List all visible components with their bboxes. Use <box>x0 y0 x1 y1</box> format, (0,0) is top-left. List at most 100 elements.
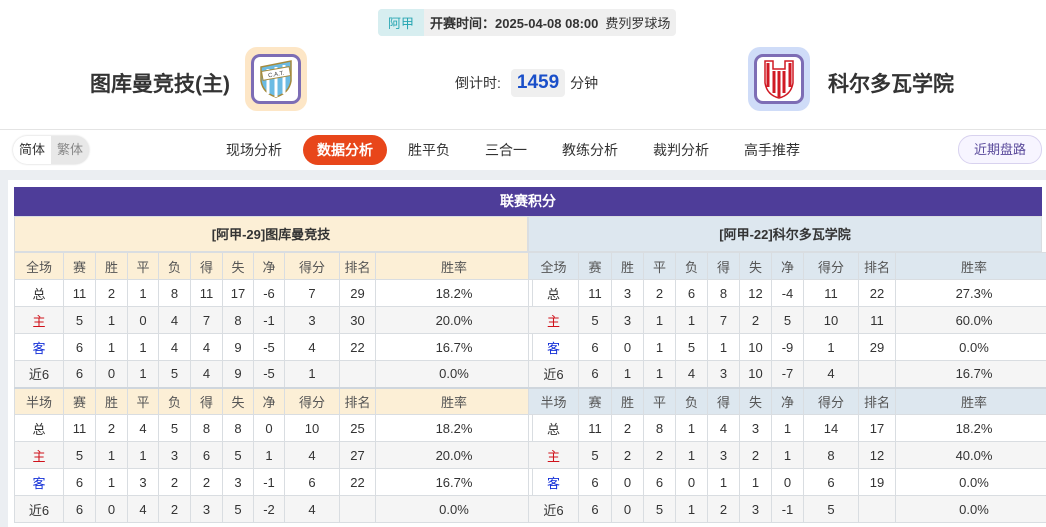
table-cell: 7 <box>707 306 740 334</box>
table-cell: 12 <box>858 441 896 469</box>
table-cell: 1 <box>675 441 708 469</box>
tab-3[interactable]: 胜平负 <box>408 142 450 158</box>
column-header: 失 <box>222 252 254 280</box>
table-cell <box>858 360 896 388</box>
table-cell: 0 <box>675 468 708 496</box>
table-cell: 4 <box>127 414 159 442</box>
table-cell: 1 <box>643 333 676 361</box>
table-cell: -7 <box>771 360 804 388</box>
lang-traditional[interactable]: 繁体 <box>57 142 84 157</box>
table-cell: 0 <box>611 495 644 523</box>
column-header: 平 <box>643 252 676 280</box>
table-cell: 29 <box>339 279 376 307</box>
table-row: 主 5 1 0 4 7 8 -1 3 30 20.0% <box>14 306 533 334</box>
row-label: 总 <box>14 414 64 442</box>
row-label: 客 <box>528 333 579 361</box>
column-header-row: 半场赛胜平负得失净得分 排名 胜率 <box>14 386 533 415</box>
table-cell: -5 <box>253 333 285 361</box>
column-header: 胜 <box>611 252 644 280</box>
column-header: 胜率 <box>895 252 1046 280</box>
svg-text:C.A.T.: C.A.T. <box>268 71 285 80</box>
countdown-label: 倒计时: <box>455 75 501 91</box>
table-cell: 3 <box>190 495 223 523</box>
league-badge[interactable]: 阿甲 <box>378 9 425 36</box>
table-cell: 4 <box>284 333 340 361</box>
countdown-value: 1459 <box>510 69 566 97</box>
table-cell <box>339 495 376 523</box>
table-cell: 9 <box>222 333 254 361</box>
tab-6[interactable]: 裁判分析 <box>653 142 709 158</box>
table-cell: 1 <box>127 279 159 307</box>
table-row: 总 11 2 1 8 11 17 -6 7 29 18.2% <box>14 279 533 307</box>
table-cell: 4 <box>158 333 191 361</box>
column-header-row: 全场赛胜平负得失净得分 排名 胜率 <box>14 252 533 280</box>
table-cell: 3 <box>739 495 772 523</box>
column-header: 得 <box>190 386 223 415</box>
column-header: 失 <box>739 386 772 415</box>
table-cell: 1 <box>95 468 128 496</box>
table-cell: 16.7% <box>375 468 533 496</box>
table-row: 总 11 3 2 6 8 12 -4 11 22 27.3% <box>528 279 1046 307</box>
column-header: 净 <box>771 252 804 280</box>
away-team-logo[interactable] <box>748 47 810 111</box>
column-header: 得分 <box>803 386 859 415</box>
table-cell: -1 <box>253 306 285 334</box>
table-cell: 19 <box>858 468 896 496</box>
tab-2[interactable]: 数据分析 <box>303 135 387 165</box>
column-header: 排名 <box>858 386 896 415</box>
table-cell: 5 <box>578 306 612 334</box>
table-cell: 5 <box>222 495 254 523</box>
column-header: 全场 <box>528 252 579 280</box>
row-label: 近6 <box>528 360 579 388</box>
table-cell: 0 <box>95 495 128 523</box>
table-cell: 1 <box>611 360 644 388</box>
table-cell: 3 <box>127 468 159 496</box>
table-cell: 6 <box>803 468 859 496</box>
table-cell: 9 <box>222 360 254 388</box>
table-cell: 2 <box>707 495 740 523</box>
table-cell: 5 <box>643 495 676 523</box>
table-cell: 3 <box>739 414 772 442</box>
home-team-logo[interactable]: C.A.T. <box>245 47 307 111</box>
table-cell: 6 <box>643 468 676 496</box>
countdown-unit: 分钟 <box>570 75 599 91</box>
table-cell: 2 <box>739 441 772 469</box>
table-cell: 11 <box>63 414 96 442</box>
table-row: 主 5 2 2 1 3 2 1 8 12 40.0% <box>528 441 1046 469</box>
table-cell: 22 <box>339 333 376 361</box>
home-team-name[interactable]: 图库曼竞技(主) <box>90 73 230 96</box>
row-label: 总 <box>14 279 64 307</box>
table-cell: 1 <box>95 306 128 334</box>
table-cell: 10 <box>739 333 772 361</box>
table-cell: 6 <box>63 360 96 388</box>
table-cell: 7 <box>284 279 340 307</box>
away-team-name[interactable]: 科尔多瓦学院 <box>828 73 954 96</box>
kickoff-time: 开赛时间：2025-04-08 08:00 <box>430 16 599 31</box>
table-cell: 5 <box>63 441 96 469</box>
table-cell: 20.0% <box>375 306 533 334</box>
tab-4[interactable]: 三合一 <box>485 142 527 158</box>
table-cell: 4 <box>190 333 223 361</box>
table-cell: 11 <box>803 279 859 307</box>
table-cell: 14 <box>803 414 859 442</box>
tab-5[interactable]: 教练分析 <box>562 142 618 158</box>
table-cell: 1 <box>127 360 159 388</box>
tab-1[interactable]: 现场分析 <box>226 142 282 158</box>
table-cell: 1 <box>675 414 708 442</box>
table-cell: 4 <box>284 441 340 469</box>
column-header: 赛 <box>578 386 612 415</box>
recent-odds-button[interactable]: 近期盘路 <box>957 135 1042 164</box>
table-cell: 1 <box>771 414 804 442</box>
table-cell: 0 <box>611 468 644 496</box>
table-cell: -6 <box>253 279 285 307</box>
lang-simplified[interactable]: 简体 <box>13 136 52 164</box>
table-cell: 6 <box>578 360 612 388</box>
tab-7[interactable]: 高手推荐 <box>744 142 800 158</box>
iacc-crest-icon <box>764 60 794 99</box>
column-header: 得分 <box>803 252 859 280</box>
table-cell: 1 <box>675 495 708 523</box>
table-cell: 4 <box>675 360 708 388</box>
table-cell: 1 <box>95 333 128 361</box>
column-header: 排名 <box>339 252 376 280</box>
table-cell: 2 <box>158 495 191 523</box>
